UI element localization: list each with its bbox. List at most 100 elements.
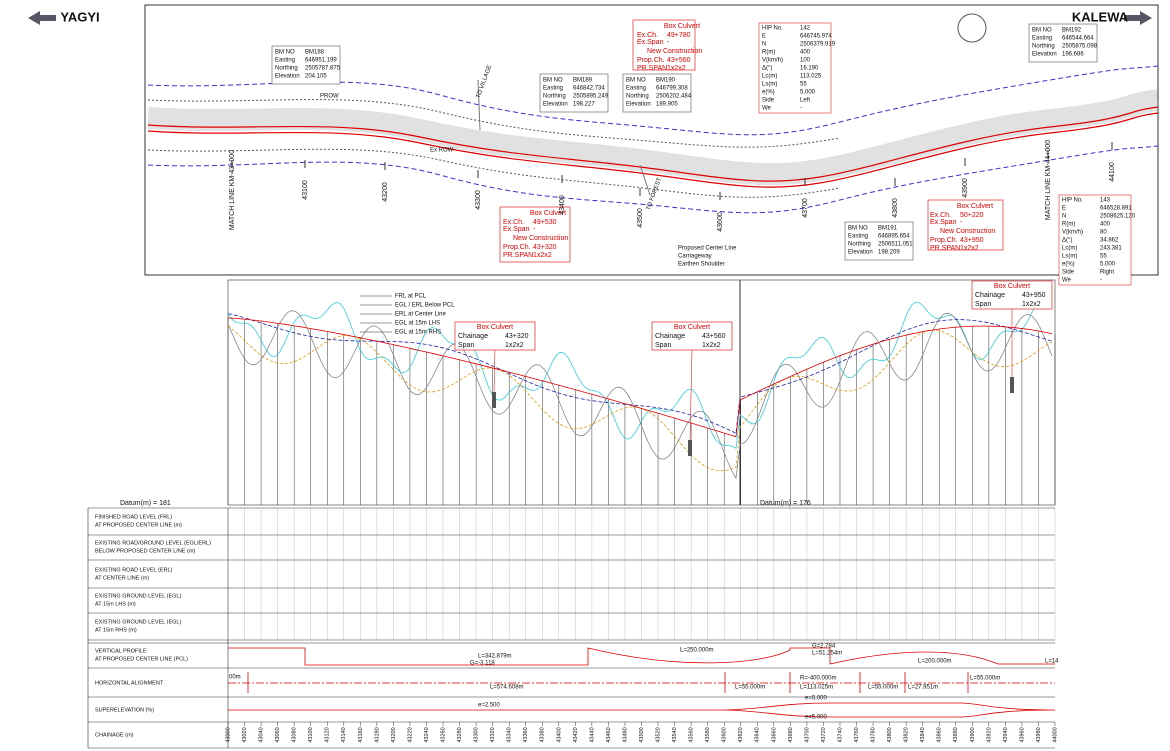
table-grid: [87, 507, 1055, 749]
chainage-label: 43740: [837, 727, 843, 742]
hip-table: [1058, 194, 1132, 286]
hip-label: Side: [1062, 270, 1075, 276]
culvert-title: Box Culvert: [994, 283, 1030, 290]
chainage-label: 43640: [755, 727, 761, 742]
horizontal-alignment-label: L=55.000m: [868, 685, 898, 691]
chainage-label: 43080: [292, 727, 298, 742]
row-header: SUPERELEVATION (%): [95, 707, 154, 713]
chainage-label: 43720: [821, 727, 827, 742]
horizontal-alignment-label: R=-400.000m: [800, 676, 837, 682]
chainage-label: 43100: [308, 727, 314, 742]
chainage-mark: 43100: [302, 180, 309, 200]
datum-label: Datum(m) = 176: [760, 500, 811, 507]
bm-label: Elevation: [1032, 52, 1057, 58]
culvert-value: 1x2x2: [667, 65, 686, 72]
bm-value: 196.686: [1062, 52, 1084, 58]
chainage-label: 43880: [953, 727, 959, 742]
row-header: EXISTING ROAD/GROUND LEVEL (EGL/ERL): [95, 540, 211, 546]
culvert-label: Span: [975, 301, 991, 308]
culvert-value: -: [667, 39, 670, 46]
hip-value: 34.862: [1100, 238, 1119, 244]
horizontal-alignment-label: L=574.608m: [490, 685, 524, 691]
hip-label: e(%): [1062, 262, 1075, 268]
north-arrow: [957, 13, 987, 43]
hip-value: 55: [1100, 254, 1107, 260]
culvert-title: Box Culvert: [530, 210, 566, 217]
culvert-value: -: [533, 226, 536, 233]
plan-label: Ex ROW: [430, 148, 454, 154]
bm-value: 646951.199: [305, 58, 337, 64]
chainage-label: 43220: [407, 727, 413, 742]
arrow-left: [28, 11, 56, 25]
culvert-label: Prop.Ch.: [503, 244, 531, 251]
chainage-label: 43060: [275, 727, 281, 742]
legend-label: ERL at Center Line: [395, 312, 446, 318]
bm-value: BM191: [878, 226, 898, 232]
chainage-label: 43140: [341, 727, 347, 742]
legend-label: EGL at 15m RHS: [395, 330, 441, 336]
culvert-label: Chainage: [655, 333, 685, 340]
hip-value: 400: [800, 50, 811, 56]
hip-label: e(%): [762, 90, 775, 96]
hip-label: We: [1062, 278, 1072, 284]
chainage-mark: MATCH LINE KM-43+000: [229, 150, 236, 230]
chainage-label: 44000: [1052, 727, 1058, 742]
bm-box: [1028, 23, 1098, 63]
bm-label: BM NO: [275, 50, 295, 56]
row-header: HORIZONTAL ALIGNMENT: [95, 680, 164, 686]
row-header: VERTICAL PROFILE: [95, 648, 147, 654]
hip-label: V(km/h): [762, 58, 783, 64]
chainage-label: 43200: [391, 727, 397, 742]
horizontal-alignment-label: 00m: [229, 675, 241, 681]
bm-value: BM190: [656, 78, 676, 84]
chainage-label: 43040: [259, 727, 265, 742]
chainage-label: 43660: [771, 727, 777, 742]
chainage-mark: 43900: [962, 178, 969, 198]
hip-value: 100: [800, 58, 811, 64]
chainage-label: 43280: [457, 727, 463, 742]
culvert-mark: [688, 440, 692, 456]
bm-label: Elevation: [626, 102, 651, 108]
chainage-label: 43820: [904, 727, 910, 742]
culvert-value: 1x2x2: [505, 342, 524, 349]
hip-label: V(km/h): [1062, 230, 1083, 236]
hip-value: 646528.891: [1100, 206, 1132, 212]
chainage-label: 43580: [705, 727, 711, 742]
hip-label: R(m): [1062, 222, 1075, 228]
bm-value: 646799.308: [656, 86, 688, 92]
row-header: EXISTING GROUND LEVEL (EGL): [95, 593, 181, 599]
culvert-note: New Construction: [940, 228, 995, 235]
hip-value: 2506379.919: [800, 42, 836, 48]
plan-label: Earthen Shoulder: [678, 262, 725, 268]
bm-label: BM NO: [543, 78, 563, 84]
chainage-label: 43840: [920, 727, 926, 742]
chainage-mark: 43600: [717, 212, 724, 232]
culvert-value: -: [960, 219, 963, 226]
culvert-label: Ex.Span: [637, 39, 664, 46]
bm-value: 2505787.875: [305, 66, 341, 72]
hip-label: Ls(m): [1062, 254, 1077, 260]
row-header: CHAINAGE (m): [95, 732, 134, 738]
hip-value: 55: [800, 82, 807, 88]
bm-label: Elevation: [275, 74, 300, 80]
chainage-label: 43380: [540, 727, 546, 742]
culvert-label: Ex.Ch.: [930, 212, 951, 219]
legend-label: EGL at 15m LHS: [395, 321, 440, 327]
bm-value: 198.227: [573, 102, 595, 108]
legend-label: FRL at PCL: [395, 294, 427, 300]
chainage-label: 43300: [474, 727, 480, 742]
row-header: BELOW PROPOSED CENTER LINE (m): [95, 548, 195, 554]
culvert-value: 1x2x2: [533, 252, 552, 259]
culvert-label: Span: [458, 342, 474, 349]
hip-label: We: [762, 106, 772, 112]
culvert-mark: [492, 392, 496, 408]
culvert-label: Prop.Ch.: [637, 57, 665, 64]
chainage-mark: 44100: [1109, 162, 1116, 182]
horizontal-alignment-label: L=27.951m: [908, 685, 938, 691]
culvert-table: [971, 280, 1053, 310]
vertical-profile-label: G=2.784: [812, 644, 836, 650]
vertical-profile-label: L=342.879m: [478, 654, 512, 660]
bm-box: [844, 221, 914, 261]
horizontal-alignment-label: L=113.025m: [800, 685, 833, 691]
